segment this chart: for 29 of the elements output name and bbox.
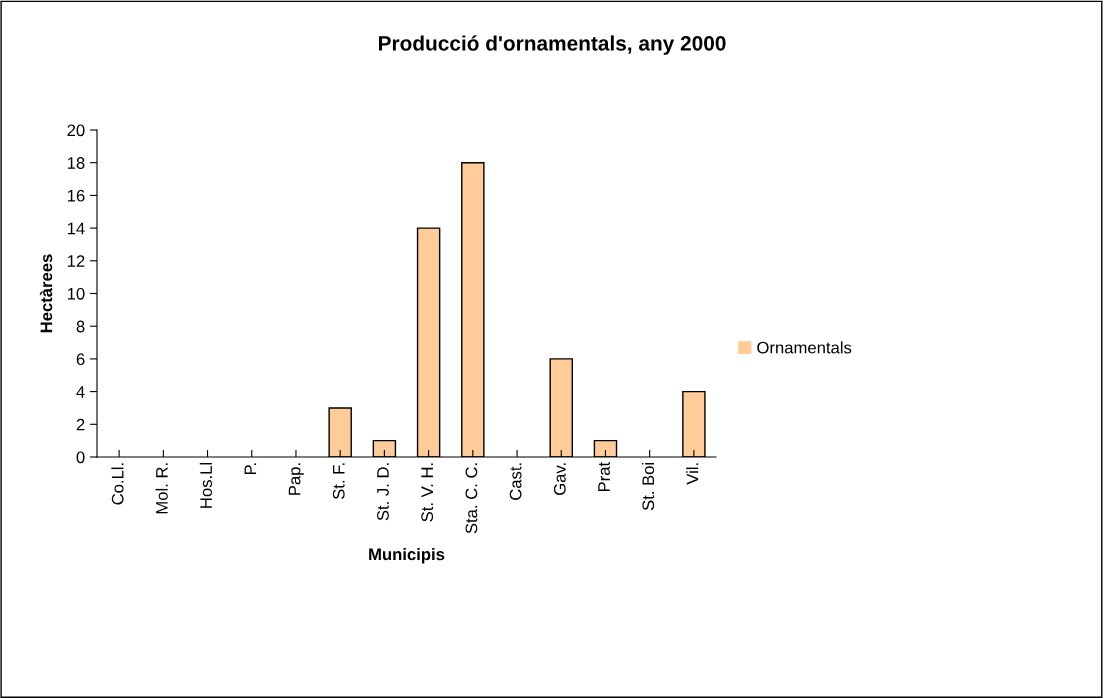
y-tick-label: 4 — [76, 386, 85, 398]
x-tick-label: Cast. — [509, 463, 522, 500]
y-tick-label: 14 — [67, 222, 85, 235]
x-tick-label: P. — [244, 463, 257, 475]
x-tick-label: Prat — [598, 461, 610, 492]
y-tick-label: 2 — [76, 418, 85, 431]
y-tick-label: 8 — [76, 320, 85, 333]
y-tick-label: 10 — [67, 287, 85, 300]
y-tick-label: 18 — [67, 157, 85, 169]
x-tick-label: Hos.Ll — [199, 462, 213, 508]
x-tick-label: Vil. — [686, 463, 699, 485]
x-tick-label: St. Boi — [641, 462, 655, 511]
x-tick-label: Sta. C. C. — [465, 463, 478, 534]
chart-title: Producció d'ornamentals, any 2000 — [378, 35, 726, 55]
y-tick-label: 0 — [76, 451, 85, 464]
x-tick-label: St. V. H. — [421, 463, 434, 522]
x-tick-label: Pap. — [288, 463, 304, 495]
x-tick-label: Co.Ll. — [111, 463, 124, 505]
legend-label: Ornamentals — [757, 341, 852, 354]
x-tick-label: Mol. R. — [155, 463, 168, 514]
y-tick-label: 12 — [67, 255, 85, 267]
x-tick-label: Gav. — [553, 463, 566, 495]
y-tick-label: 16 — [67, 189, 85, 202]
x-tick-label: St. J. D. — [377, 463, 389, 521]
x-tick-label: St. F. — [332, 463, 345, 500]
y-axis-title: Hectàrees — [39, 254, 53, 333]
y-tick-label: 6 — [76, 353, 85, 366]
y-tick-label: 20 — [67, 124, 85, 137]
x-axis-title: Municipis — [369, 547, 445, 564]
